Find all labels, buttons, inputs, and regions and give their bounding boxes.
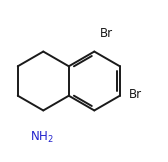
Text: Br: Br (100, 27, 113, 40)
Text: Br: Br (129, 88, 142, 101)
Text: NH$_2$: NH$_2$ (30, 130, 54, 145)
